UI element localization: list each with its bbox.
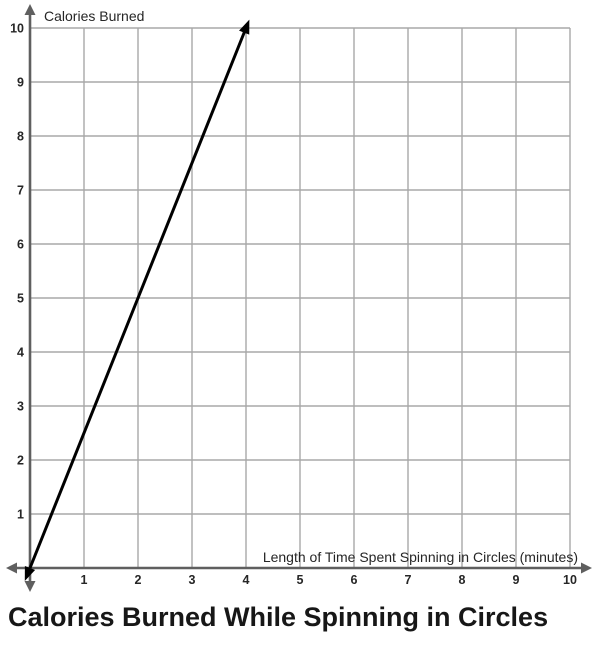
y-tick-label: 1 — [17, 508, 24, 522]
x-tick-label: 8 — [459, 573, 466, 587]
y-tick-label: 5 — [17, 292, 24, 306]
axes — [6, 4, 592, 592]
y-tick-label: 10 — [10, 22, 24, 36]
chart-title: Calories Burned While Spinning in Circle… — [8, 602, 549, 632]
gridlines — [30, 27, 571, 568]
x-tick-label: 3 — [189, 573, 196, 587]
x-tick-label: 6 — [351, 573, 358, 587]
chart-canvas: 1 2 3 4 5 6 7 8 9 10 1 2 3 4 5 6 7 8 9 10 Calories Burned L… — [6, 4, 592, 592]
x-tick-label: 9 — [513, 573, 520, 587]
y-tick-label: 9 — [17, 76, 24, 90]
x-tick-label: 10 — [563, 573, 577, 587]
data-line — [28, 27, 248, 569]
y-tick-label: 6 — [17, 238, 24, 252]
x-tick-label: 2 — [135, 573, 142, 587]
y-tick-label: 4 — [17, 346, 24, 360]
x-axis-right-arrow-icon — [581, 562, 592, 574]
y-tick-label: 2 — [17, 454, 24, 468]
x-tick-label: 5 — [297, 573, 304, 587]
y-tick-label: 3 — [17, 400, 24, 414]
y-tick-label: 7 — [17, 184, 24, 198]
data-series — [24, 19, 250, 581]
data-line-end-arrow-icon — [239, 19, 250, 35]
x-axis-label: Length of Time Spent Spinning in Circles… — [263, 549, 578, 565]
x-axis-left-arrow-icon — [6, 562, 17, 574]
tick-labels: 1 2 3 4 5 6 7 8 9 10 1 2 3 4 5 6 7 8 9 10 — [10, 22, 577, 588]
y-axis-down-arrow-icon — [24, 581, 36, 592]
x-tick-label: 4 — [243, 573, 250, 587]
x-tick-label: 7 — [405, 573, 412, 587]
y-axis-up-arrow-icon — [24, 4, 36, 15]
y-axis-label: Calories Burned — [44, 8, 144, 24]
data-line-start-arrow-icon — [24, 565, 36, 581]
x-tick-label: 1 — [81, 573, 88, 587]
y-tick-label: 8 — [17, 130, 24, 144]
